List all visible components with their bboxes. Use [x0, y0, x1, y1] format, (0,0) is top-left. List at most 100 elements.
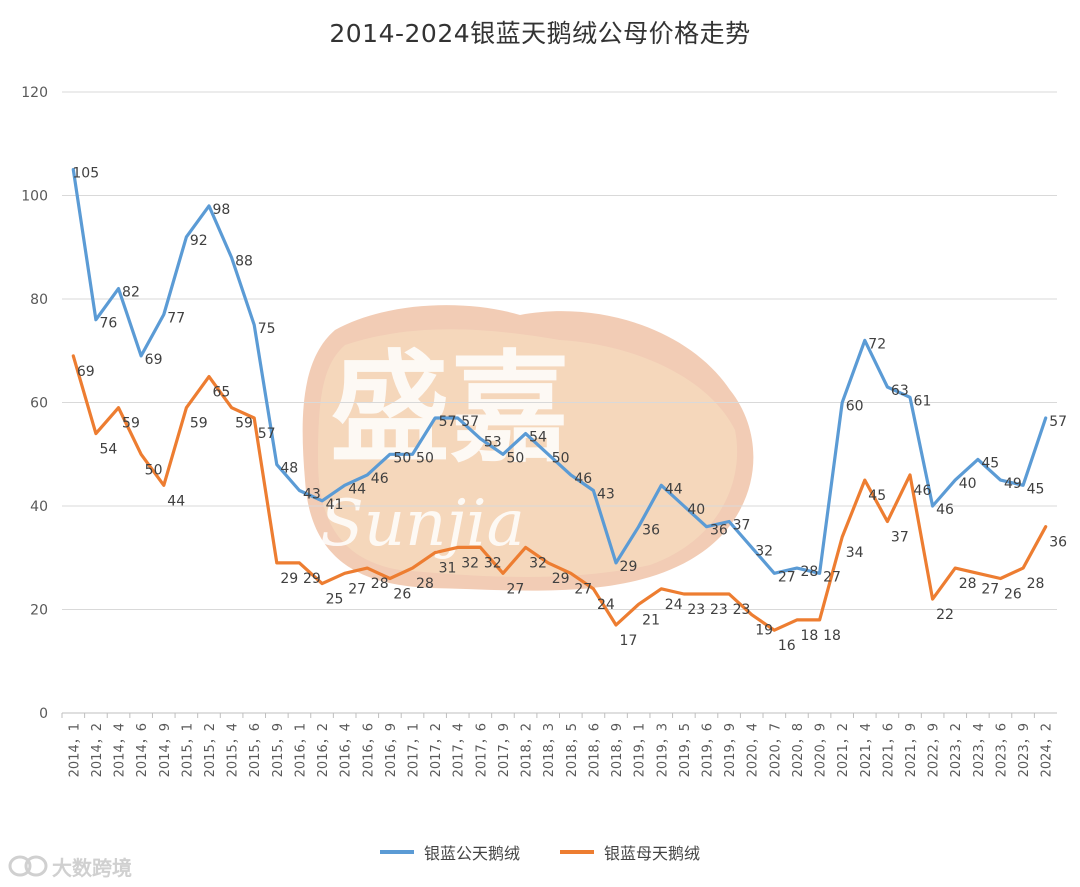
data-label: 16	[778, 638, 796, 654]
data-label: 53	[484, 435, 502, 451]
data-label: 45	[1027, 481, 1045, 497]
data-label: 50	[552, 450, 570, 466]
x-tick-label: 2018，6	[587, 723, 602, 777]
data-label: 46	[574, 471, 592, 487]
x-tick-label: 2014，4	[113, 723, 128, 777]
x-tick-label: 2023，6	[994, 723, 1009, 777]
x-tick-label: 2018，5	[565, 723, 580, 777]
data-label: 17	[620, 633, 638, 649]
data-label: 27	[981, 581, 999, 597]
data-label: 29	[280, 571, 298, 587]
brand-logo-icon	[8, 855, 48, 877]
data-label: 50	[393, 450, 411, 466]
data-label: 72	[868, 336, 886, 352]
data-label: 45	[981, 455, 999, 471]
data-label: 48	[280, 461, 298, 477]
data-label: 82	[122, 285, 140, 301]
data-label: 50	[416, 450, 434, 466]
legend-item-female[interactable]: 银蓝母天鹅绒	[560, 840, 700, 864]
data-label: 36	[1049, 535, 1067, 551]
legend-label-male: 银蓝公天鹅绒	[423, 844, 520, 863]
data-label: 41	[326, 497, 344, 513]
data-label: 32	[529, 555, 547, 571]
x-tick-label: 2017，9	[497, 723, 512, 777]
data-label: 37	[733, 518, 751, 534]
x-tick-label: 2021，2	[836, 723, 851, 777]
data-label: 69	[77, 364, 95, 380]
x-tick-label: 2023，9	[1017, 723, 1032, 777]
data-label: 69	[145, 352, 163, 368]
x-tick-label: 2022，9	[927, 723, 942, 777]
data-label: 57	[439, 414, 457, 430]
series-line-1	[71, 354, 1048, 632]
y-tick-label: 0	[39, 706, 48, 722]
x-tick-label: 2016，2	[316, 723, 331, 777]
data-label: 54	[99, 442, 117, 458]
x-tick-label: 2020，9	[814, 723, 829, 777]
x-tick-label: 2019，9	[723, 723, 738, 777]
data-label: 57	[258, 426, 276, 442]
data-label: 18	[823, 628, 841, 644]
x-tick-label: 2018，3	[542, 723, 557, 777]
data-label: 59	[235, 416, 253, 432]
x-tick-label: 2019，3	[655, 723, 670, 777]
data-label: 25	[326, 592, 344, 608]
data-label: 28	[959, 576, 977, 592]
data-label: 28	[800, 564, 818, 580]
data-label: 28	[371, 576, 389, 592]
data-label: 23	[733, 602, 751, 618]
legend-item-male[interactable]: 银蓝公天鹅绒	[379, 840, 520, 864]
data-label: 44	[665, 481, 683, 497]
x-tick-label: 2017，1	[407, 723, 422, 777]
data-label: 26	[1004, 586, 1022, 602]
x-tick-label: 2016，6	[361, 723, 376, 777]
x-tick-label: 2019，6	[700, 723, 715, 777]
data-label: 18	[800, 628, 818, 644]
x-tick-label: 2021，6	[881, 723, 896, 777]
data-label: 61	[914, 393, 932, 409]
legend: 银蓝公天鹅绒 银蓝母天鹅绒	[0, 840, 1080, 864]
data-label: 36	[710, 523, 728, 539]
watermark-logo-text: 盛嘉 Sunjia	[320, 338, 570, 561]
y-axis-ticks: 0 20 40 60 80 100 120	[21, 85, 48, 722]
data-label: 32	[484, 555, 502, 571]
data-label: 50	[145, 462, 163, 478]
data-label: 27	[348, 581, 366, 597]
x-tick-label: 2018，9	[610, 723, 625, 777]
legend-swatch-female	[560, 850, 594, 854]
series-line-0	[71, 168, 1048, 575]
data-label: 27	[823, 569, 841, 585]
x-tick-label: 2019，1	[633, 723, 648, 777]
data-label: 27	[506, 581, 524, 597]
x-axis-ticks: 2014，1 2014，2 2014，4 2014，6 2014，9 2015，1 2015…	[61, 713, 1055, 777]
x-tick-label: 2015，6	[248, 723, 263, 777]
data-label: 105	[72, 166, 99, 182]
data-label: 50	[506, 450, 524, 466]
data-label: 34	[846, 545, 864, 561]
data-label: 37	[891, 530, 909, 546]
data-label: 27	[574, 581, 592, 597]
watermark-seal	[302, 305, 754, 591]
x-tick-label: 2023，4	[972, 723, 987, 777]
data-label: 65	[213, 385, 231, 401]
legend-swatch-male	[379, 850, 414, 854]
data-label: 45	[868, 488, 886, 504]
watermark-script: Sunjia	[320, 487, 525, 561]
y-tick-label: 40	[30, 499, 48, 515]
data-label: 21	[642, 612, 660, 628]
data-label: 98	[213, 202, 231, 218]
data-label: 88	[235, 254, 253, 270]
data-label: 32	[755, 543, 773, 559]
data-label: 27	[778, 569, 796, 585]
y-tick-label: 80	[30, 292, 48, 308]
x-tick-label: 2017，6	[474, 723, 489, 777]
y-tick-label: 120	[21, 85, 48, 101]
x-tick-label: 2015，4	[226, 723, 241, 777]
x-tick-label: 2015，1	[180, 723, 195, 777]
watermark-chars: 盛嘉	[330, 338, 570, 479]
x-tick-label: 2016，1	[293, 723, 308, 777]
data-label: 23	[710, 602, 728, 618]
data-label: 32	[461, 555, 479, 571]
data-label: 92	[190, 233, 208, 249]
